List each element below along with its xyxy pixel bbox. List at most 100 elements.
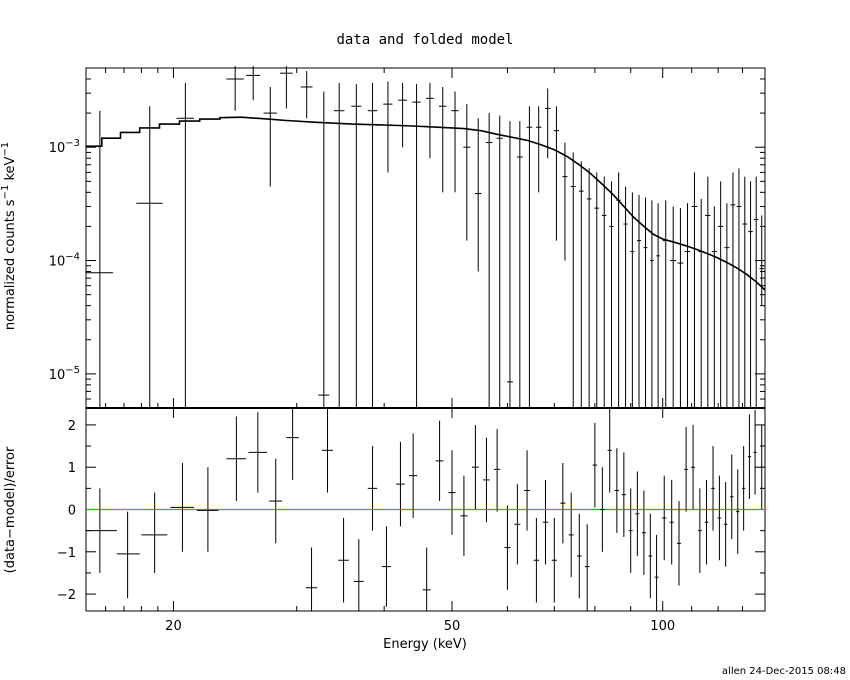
data-point [662,200,669,408]
data-point [333,82,345,408]
data-point [670,206,677,408]
x-tick-label: 100 [650,619,675,634]
residual-point [542,479,549,565]
data-point [318,91,330,408]
data-point [724,203,730,408]
residual-point [408,433,418,518]
residual-point [635,471,640,557]
y-tick-label: 10−3 [49,138,80,156]
data-point [535,106,542,193]
data-point [748,181,753,408]
data-point [474,118,482,272]
residual-point [141,492,168,573]
residual-point [448,450,456,535]
residual-point [753,410,757,495]
residual-point [472,424,479,510]
residual-point [170,462,195,552]
y-tick-label: 10−5 [49,365,80,383]
data-point [545,88,551,159]
residual-point [691,424,695,510]
residual-point [248,412,267,493]
data-point [586,168,592,408]
residual-point [533,517,540,603]
residual-point [338,517,349,603]
data-point [730,172,736,408]
data-point [736,168,742,408]
residual-point [654,534,659,611]
top-panel: 10−3 10−4 10−5 [49,66,766,409]
data-point [398,82,407,148]
data-point [367,82,378,408]
data-point [136,106,163,408]
x-tick-label: 20 [165,619,182,634]
residual-point [684,427,689,512]
y-tick-label: 10−4 [49,252,80,270]
data-point [623,186,628,408]
data-point [553,106,560,241]
data-point [753,176,759,408]
data-point [684,203,691,408]
data-point [463,104,471,241]
data-point [451,91,459,193]
data-point [649,200,654,408]
residual-point [226,416,247,502]
x-tick-label: 50 [444,619,461,634]
residual-panel: 20 50 100 2 1 0 −1 −2 [57,407,766,634]
top-y-axis-label: normalized counts s−1 keV−1 [0,142,18,330]
residual-point [717,475,722,561]
residual-point [704,479,709,565]
residual-point [286,408,299,480]
data-point [759,215,764,306]
residual-point [742,446,746,531]
residual-point [422,547,431,611]
data-point [351,84,362,408]
chart-title: data and folded model [336,32,513,48]
residual-point [435,420,444,502]
residual-point [460,475,468,557]
residual-point [730,454,734,540]
residual-point [584,524,590,611]
residual-point [560,462,566,544]
residual-point [524,450,530,531]
data-point [86,110,114,408]
residual-point [551,517,557,603]
residual-point [648,513,653,599]
data-point [226,66,244,111]
data-point [602,176,607,408]
top-panel-frame [85,67,766,409]
data-point [705,176,711,408]
data-point [280,66,293,109]
residual-point [723,482,728,567]
data-point [578,161,584,408]
residual-point [576,513,582,599]
data-point [609,181,614,408]
residual-point [600,467,605,552]
y-tick-label: 1 [68,461,76,476]
data-point [438,86,447,193]
residual-point [607,408,612,493]
residual-point [711,446,715,531]
residual-point [641,490,646,576]
data-point [506,121,513,408]
data-point [643,197,648,408]
residual-point [514,484,521,565]
residual-point [116,511,140,599]
data-point [677,208,684,408]
x-axis-label: Energy (keV) [383,637,467,652]
residual-point [483,437,490,523]
y-tick-label: −2 [57,588,76,603]
data-point [246,66,261,101]
data-point [496,115,503,408]
residual-point [760,424,764,510]
data-point [718,181,724,408]
residual-point [196,467,219,552]
data-point [616,172,621,408]
residual-point [592,422,598,508]
residual-point [568,492,574,578]
data-point [570,152,576,408]
residual-point [381,526,391,607]
residual-point [697,488,702,573]
residual-point [353,539,364,611]
residual-point [669,479,674,565]
